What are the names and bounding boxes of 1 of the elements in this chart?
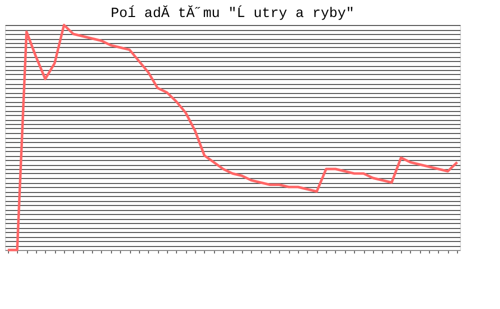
chart-title: Poĺ adĂ tĂ˝mu "Ĺ utry a ryby" — [110, 4, 354, 22]
